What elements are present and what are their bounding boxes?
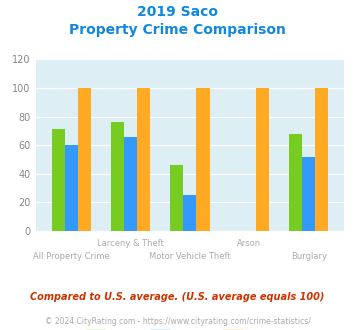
Bar (78, 88, 91, 231)
Text: Compared to U.S. average. (U.S. average equals 100): Compared to U.S. average. (U.S. average … (30, 292, 325, 302)
Text: All Property Crime: All Property Crime (33, 252, 109, 261)
Bar (315, 88, 328, 231)
Bar (170, 165, 184, 231)
Bar (184, 195, 196, 231)
Bar (137, 88, 150, 231)
Legend: Saco, Maine, National: Saco, Maine, National (80, 326, 300, 330)
Bar (65, 145, 78, 231)
Text: Burglary: Burglary (291, 252, 327, 261)
Bar (111, 122, 124, 231)
Text: © 2024 CityRating.com - https://www.cityrating.com/crime-statistics/: © 2024 CityRating.com - https://www.city… (45, 317, 310, 326)
Text: 2019 Saco: 2019 Saco (137, 5, 218, 19)
Bar (256, 88, 269, 231)
Bar (196, 88, 209, 231)
Bar (302, 157, 315, 231)
Text: Arson: Arson (237, 239, 261, 248)
Bar (51, 129, 65, 231)
Bar (289, 134, 302, 231)
Text: Larceny & Theft: Larceny & Theft (97, 239, 164, 248)
Bar (124, 137, 137, 231)
Text: Motor Vehicle Theft: Motor Vehicle Theft (149, 252, 231, 261)
Text: Property Crime Comparison: Property Crime Comparison (69, 23, 286, 37)
